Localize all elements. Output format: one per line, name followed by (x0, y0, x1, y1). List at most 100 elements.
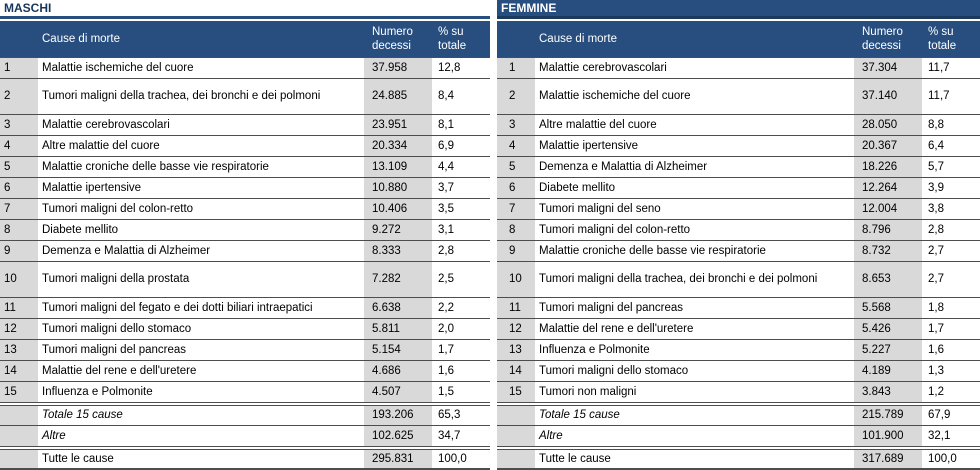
deaths-cell: 317.689 (854, 450, 922, 468)
table-row: 10 Tumori maligni della trachea, dei bron… (497, 262, 980, 298)
cause-cell: Tumori maligni del pancreas (539, 301, 684, 314)
percent-cell: 2,8 (928, 223, 944, 236)
table-row: 2 Malattie ischemiche del cuore 37.140 11,7 (497, 79, 980, 115)
deaths-cell: 12.004 (854, 199, 922, 219)
deaths-cell: 10.406 (364, 199, 432, 219)
percent-cell: 2,0 (438, 322, 454, 335)
table-row: 12 Tumori maligni dello stomaco 5.811 2,0 (0, 319, 490, 340)
cause-cell: Tumori maligni del seno (539, 202, 661, 215)
percent-cell: 3,5 (438, 202, 454, 215)
deaths-cell: 4.686 (364, 361, 432, 381)
percent-cell: 67,9 (928, 409, 951, 422)
table-row: Totale 15 cause 193.206 65,3 (0, 405, 490, 426)
percent-cell: 32,1 (928, 429, 951, 442)
deaths-cell: 8.333 (364, 241, 432, 261)
rank-cell: 1 (0, 58, 38, 78)
rank-cell: 10 (0, 262, 38, 297)
deaths-cell: 10.880 (364, 178, 432, 198)
deaths-cell: 295.831 (364, 450, 432, 468)
rank-cell: 3 (0, 115, 38, 135)
percent-cell: 8,4 (438, 90, 454, 103)
deaths-cell: 7.282 (364, 262, 432, 297)
percent-cell: 5,7 (928, 160, 944, 173)
table-row: 9 Demenza e Malattia di Alzheimer 8.333 2,8 (0, 241, 490, 262)
percent-cell: 34,7 (438, 429, 461, 442)
percent-cell: 100,0 (438, 452, 467, 465)
deaths-cell: 37.958 (364, 58, 432, 78)
percent-cell: 2,5 (438, 273, 454, 286)
cause-cell: Malattie del rene e dell'uretere (42, 364, 197, 377)
rank-cell: 5 (497, 157, 535, 177)
rank-cell (0, 450, 38, 468)
rank-cell: 9 (0, 241, 38, 261)
cause-cell: Totale 15 cause (539, 409, 620, 422)
percent-cell: 11,7 (928, 90, 950, 103)
deaths-cell: 9.272 (364, 220, 432, 240)
deaths-cell: 4.507 (364, 382, 432, 402)
deaths-cell: 37.304 (854, 58, 922, 78)
table-row: 2 Tumori maligni della trachea, dei bronc… (0, 79, 490, 115)
table-title-males: MASCHI (0, 0, 490, 19)
percent-cell: 6,4 (928, 139, 944, 152)
rank-cell: 8 (497, 220, 535, 240)
percent-cell: 100,0 (928, 452, 957, 465)
deaths-cell: 20.334 (364, 136, 432, 156)
deaths-cell: 20.367 (854, 136, 922, 156)
percent-cell: 3,9 (928, 181, 944, 194)
percent-cell: 12,8 (438, 61, 461, 74)
rank-column-header (497, 21, 535, 57)
table-row: 15 Tumori non maligni 3.843 1,2 (497, 382, 980, 403)
cause-cell: Tumori maligni del colon-retto (42, 202, 194, 215)
table-title-females: FEMMINE (497, 0, 980, 19)
percent-cell: 2,2 (438, 301, 454, 314)
cause-cell: Influenza e Polmonite (539, 343, 650, 356)
table-row: 13 Influenza e Polmonite 5.227 1,6 (497, 340, 980, 361)
cause-cell: Malattie cerebrovascolari (539, 61, 667, 74)
column-header-row: Cause di morte Numero decessi % su total… (497, 21, 980, 58)
cause-cell: Tumori maligni della trachea, dei bronch… (539, 273, 818, 286)
table-row: 14 Tumori maligni dello stomaco 4.189 1,3 (497, 361, 980, 382)
cause-cell: Tumori maligni dello stomaco (42, 322, 192, 335)
deaths-cell: 12.264 (854, 178, 922, 198)
rank-cell: 13 (497, 340, 535, 360)
deaths-cell: 8.732 (854, 241, 922, 261)
table-row: Totale 15 cause 215.789 67,9 (497, 405, 980, 426)
deaths-cell: 18.226 (854, 157, 922, 177)
percent-cell: 1,6 (438, 364, 454, 377)
table-row: Altre 102.625 34,7 (0, 426, 490, 447)
deaths-cell: 4.189 (854, 361, 922, 381)
deaths-cell: 24.885 (364, 79, 432, 114)
rank-cell (497, 426, 535, 446)
rank-column-header (0, 21, 38, 57)
rank-cell (497, 406, 535, 425)
cause-cell: Altre (539, 429, 563, 442)
table-row: 4 Malattie ipertensive 20.367 6,4 (497, 136, 980, 157)
cause-cell: Tumori maligni del pancreas (42, 343, 187, 356)
deaths-cell: 193.206 (364, 406, 432, 425)
cause-cell: Tumori maligni dello stomaco (539, 364, 689, 377)
table-row: 11 Tumori maligni del pancreas 5.568 1,8 (497, 298, 980, 319)
percent-cell: 1,2 (928, 385, 944, 398)
percent-cell: 2,7 (928, 273, 944, 286)
cause-cell: Tutte le cause (42, 452, 114, 465)
rank-cell: 4 (0, 136, 38, 156)
percent-cell: 1,7 (928, 322, 944, 335)
cause-cell: Tutte le cause (539, 452, 611, 465)
deaths-cell: 13.109 (364, 157, 432, 177)
cause-cell: Tumori maligni della prostata (42, 273, 190, 286)
deaths-cell: 8.796 (854, 220, 922, 240)
rank-cell: 2 (497, 79, 535, 114)
rank-cell (497, 450, 535, 468)
rank-cell: 9 (497, 241, 535, 261)
rank-cell: 6 (497, 178, 535, 198)
rank-cell (0, 426, 38, 446)
table-row: 8 Diabete mellito 9.272 3,1 (0, 220, 490, 241)
rank-cell: 3 (497, 115, 535, 135)
table-row: 3 Altre malattie del cuore 28.050 8,8 (497, 115, 980, 136)
deaths-cell: 5.811 (364, 319, 432, 339)
percent-cell: 8,8 (928, 118, 944, 131)
rank-cell: 6 (0, 178, 38, 198)
deaths-cell: 8.653 (854, 262, 922, 297)
rank-cell: 15 (497, 382, 535, 402)
rank-cell: 12 (497, 319, 535, 339)
